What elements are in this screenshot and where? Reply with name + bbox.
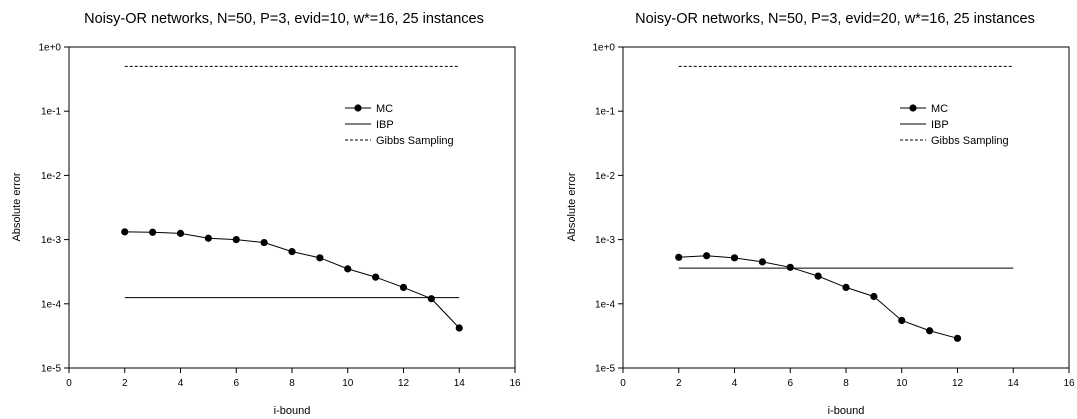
x-tick-label: 2 (122, 378, 128, 389)
data-point-mc (260, 238, 268, 247)
legend-label-mc: MC (931, 103, 948, 115)
series-mc (121, 228, 463, 332)
data-point-mc (455, 324, 463, 332)
legend-item-mc: MC (345, 103, 393, 115)
y-tick-label: 1e+0 (592, 43, 615, 54)
x-tick-label: 8 (843, 378, 849, 389)
y-axis-label: Absolute error (566, 172, 578, 241)
plot-frame (622, 46, 1070, 369)
x-tick-label: 16 (1063, 378, 1075, 389)
x-tick-label: 6 (787, 378, 793, 389)
y-tick-label: 1e-4 (595, 299, 615, 310)
data-point-mc (399, 283, 408, 292)
data-point-mc (176, 229, 185, 237)
data-point-mc (953, 334, 962, 342)
x-tick-label: 4 (178, 378, 184, 389)
y-tick-label: 1e-4 (41, 299, 61, 310)
data-point-mc (204, 234, 212, 242)
data-point-mc (842, 283, 850, 292)
legend-item-gibbs: Gibbs Sampling (900, 135, 1009, 147)
data-point-mc (427, 295, 435, 303)
data-point-mc (758, 258, 766, 266)
data-point-mc (926, 327, 934, 335)
data-point-mc (121, 228, 129, 236)
legend-label-gibbs: Gibbs Sampling (931, 135, 1009, 147)
legend-item-ibp: IBP (345, 119, 394, 131)
y-axis: 1e-5 1e-4 1e-3 1e-2 1e-1 1e+0 (592, 43, 623, 375)
x-tick-label: 8 (289, 378, 295, 389)
data-point-mc (149, 228, 157, 236)
x-tick-label: 10 (896, 378, 908, 389)
x-tick-label: 14 (1008, 378, 1020, 389)
chart-right: Noisy-OR networks, N=50, P=3, evid=20, w… (566, 11, 1075, 417)
x-tick-label: 10 (342, 378, 354, 389)
x-tick-label: 0 (66, 378, 72, 389)
x-tick-label: 0 (620, 378, 626, 389)
plot-frame (68, 46, 516, 369)
x-tick-label: 12 (952, 378, 964, 389)
y-tick-label: 1e-3 (41, 235, 61, 246)
series-mc (675, 252, 962, 342)
legend-item-mc: MC (900, 103, 948, 115)
data-point-mc (372, 273, 380, 281)
legend-label-ibp: IBP (931, 119, 949, 131)
legend-item-ibp: IBP (900, 119, 949, 131)
data-point-mc (730, 254, 739, 262)
data-point-mc (232, 236, 240, 244)
chart-panel-right: Noisy-OR networks, N=50, P=3, evid=20, w… (539, 0, 1077, 419)
legend-marker-mc (354, 104, 362, 112)
data-point-mc (898, 316, 906, 325)
chart-left: Noisy-OR networks, N=50, P=3, evid=10, w… (11, 11, 521, 417)
data-point-mc (316, 254, 324, 262)
chart-title: Noisy-OR networks, N=50, P=3, evid=10, w… (84, 11, 484, 27)
x-tick-label: 14 (454, 378, 466, 389)
legend: MC IBP Gibbs Sampling (345, 103, 454, 147)
legend-item-gibbs: Gibbs Sampling (345, 135, 454, 147)
y-tick-label: 1e-1 (41, 107, 61, 118)
y-axis: 1e-5 1e-4 1e-3 1e-2 1e-1 1e+0 (38, 43, 69, 375)
series-line-mc (124, 231, 460, 329)
y-tick-label: 1e-5 (595, 364, 615, 375)
chart-panel-left: Noisy-OR networks, N=50, P=3, evid=10, w… (11, 11, 521, 417)
data-point-mc (288, 248, 296, 256)
x-tick-label: 12 (398, 378, 410, 389)
legend-label-mc: MC (376, 103, 393, 115)
chart-title: Noisy-OR networks, N=50, P=3, evid=20, w… (635, 11, 1035, 27)
data-point-mc (703, 252, 711, 260)
x-axis-label: i-bound (274, 405, 311, 417)
x-tick-label: 2 (676, 378, 682, 389)
legend-label-gibbs: Gibbs Sampling (376, 135, 454, 147)
x-axis: 0 2 4 6 8 10 12 14 16 (66, 368, 521, 389)
y-tick-label: 1e-3 (595, 235, 615, 246)
y-tick-label: 1e-1 (595, 107, 615, 118)
y-tick-label: 1e-2 (595, 171, 615, 182)
data-point-mc (786, 263, 794, 271)
legend: MC IBP Gibbs Sampling (900, 103, 1009, 147)
data-point-mc (344, 265, 352, 273)
y-tick-label: 1e-2 (41, 171, 61, 182)
legend-label-ibp: IBP (376, 119, 394, 131)
x-tick-label: 4 (732, 378, 738, 389)
x-axis-label: i-bound (828, 405, 865, 417)
data-point-mc (675, 253, 683, 261)
y-tick-label: 1e+0 (38, 43, 61, 54)
x-axis: 0 2 4 6 8 10 12 14 16 (620, 368, 1075, 389)
data-point-mc (814, 272, 822, 280)
y-axis-label: Absolute error (11, 172, 23, 241)
data-point-mc (870, 292, 878, 301)
x-tick-label: 16 (509, 378, 521, 389)
y-tick-label: 1e-5 (41, 364, 61, 375)
legend-marker-mc (909, 104, 917, 112)
x-tick-label: 6 (233, 378, 239, 389)
